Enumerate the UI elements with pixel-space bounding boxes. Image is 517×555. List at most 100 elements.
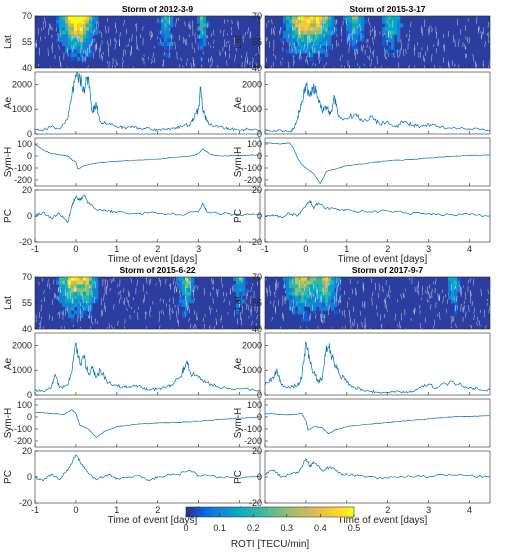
heatmap-cell	[316, 38, 319, 42]
heatmap-cell	[170, 23, 173, 27]
heatmap-cell	[95, 296, 98, 300]
x-tick-label: 3	[426, 244, 431, 254]
heatmap-cell	[295, 296, 298, 300]
heatmap-cell	[310, 307, 313, 311]
heatmap-cell	[68, 314, 71, 318]
heatmap-cell	[83, 303, 86, 307]
heatmap-cell	[182, 277, 185, 281]
heatmap-cell	[86, 31, 89, 35]
heatmap-cell	[95, 277, 98, 281]
y-axis-label: Sym-H	[3, 147, 14, 178]
heatmap-cell	[394, 16, 397, 20]
heatmap-cell	[59, 277, 62, 281]
heatmap-cell	[164, 23, 167, 27]
heatmap-cell	[310, 31, 313, 35]
y-tick-label: 100	[247, 400, 262, 410]
heatmap-cell	[349, 27, 352, 31]
x-tick-label: 2	[385, 505, 390, 515]
heatmap-cell	[325, 277, 328, 281]
heatmap-cell	[68, 23, 71, 27]
heatmap-cell	[68, 46, 71, 50]
heatmap-cell	[185, 307, 188, 311]
heatmap-cell	[164, 42, 167, 46]
heatmap-cell	[385, 16, 388, 20]
heatmap-cell	[86, 288, 89, 292]
heatmap-cell	[316, 42, 319, 46]
heatmap-cell	[328, 292, 331, 296]
heatmap-cell	[65, 303, 68, 307]
colorbar-gradient	[186, 507, 354, 517]
heatmap-cell	[457, 288, 460, 292]
heatmap-cell	[331, 296, 334, 300]
heatmap-cell	[182, 284, 185, 288]
heatmap-cell	[167, 23, 170, 27]
heatmap-cell	[77, 57, 80, 61]
heatmap-cell	[77, 292, 80, 296]
heatmap-cell	[62, 303, 65, 307]
heatmap-cell	[295, 35, 298, 39]
heatmap-cell	[71, 314, 74, 318]
heatmap-cell	[454, 277, 457, 281]
y-axis-label: Ae	[3, 96, 14, 109]
heatmap-cell	[313, 277, 316, 281]
heatmap-cell	[304, 35, 307, 39]
heatmap-cell	[86, 292, 89, 296]
heatmap-cell	[397, 38, 400, 42]
y-tick-label: -200	[14, 436, 32, 446]
heatmap-cell	[80, 46, 83, 50]
heatmap-cell	[89, 16, 92, 20]
heatmap-cell	[74, 38, 77, 42]
heatmap-cell	[313, 307, 316, 311]
heatmap-cell	[298, 23, 301, 27]
heatmap-cell	[179, 284, 182, 288]
heatmap-cell	[185, 310, 188, 314]
heatmap-cell	[331, 31, 334, 35]
y-tick-label: 1000	[242, 104, 262, 114]
heatmap-cell	[313, 310, 316, 314]
heatmap-cell	[74, 23, 77, 27]
heatmap-cell	[325, 296, 328, 300]
y-tick-label: 0	[27, 211, 32, 221]
heatmap-cell	[56, 296, 59, 300]
y-tick-label: 40	[252, 63, 262, 73]
heatmap-cell	[352, 23, 355, 27]
colorbar-tick-label: 0.2	[247, 523, 260, 533]
heatmap-cell	[200, 42, 203, 46]
heatmap-cell	[65, 35, 68, 39]
heatmap-cell	[59, 16, 62, 20]
heatmap-cell	[322, 299, 325, 303]
heatmap-cell	[292, 31, 295, 35]
heatmap-cell	[361, 31, 364, 35]
heatmap-cell	[307, 27, 310, 31]
heatmap-cell	[167, 27, 170, 31]
heatmap-cell	[86, 23, 89, 27]
heatmap-cell	[346, 31, 349, 35]
heatmap-cell	[358, 16, 361, 20]
heatmap-cell	[95, 288, 98, 292]
heatmap-cell	[83, 35, 86, 39]
heatmap-cell	[280, 38, 283, 42]
heatmap-cell	[74, 31, 77, 35]
heatmap-cell	[301, 292, 304, 296]
x-tick-label: 0	[303, 244, 308, 254]
y-tick-label: 40	[22, 324, 32, 334]
heatmap-cell	[304, 310, 307, 314]
heatmap-cell	[86, 277, 89, 281]
heatmap-cell	[325, 35, 328, 39]
heatmap-cell	[239, 292, 242, 296]
heatmap-cell	[59, 281, 62, 285]
heatmap-cell	[71, 292, 74, 296]
heatmap-cell	[292, 284, 295, 288]
heatmap-cell	[71, 35, 74, 39]
heatmap-cell	[191, 299, 194, 303]
heatmap-cell	[301, 277, 304, 281]
y-axis-label: Ae	[233, 357, 244, 370]
y-tick-label: -100	[244, 163, 262, 173]
heatmap-cell	[319, 307, 322, 311]
heatmap-cell	[68, 288, 71, 292]
heatmap-cell	[242, 281, 245, 285]
